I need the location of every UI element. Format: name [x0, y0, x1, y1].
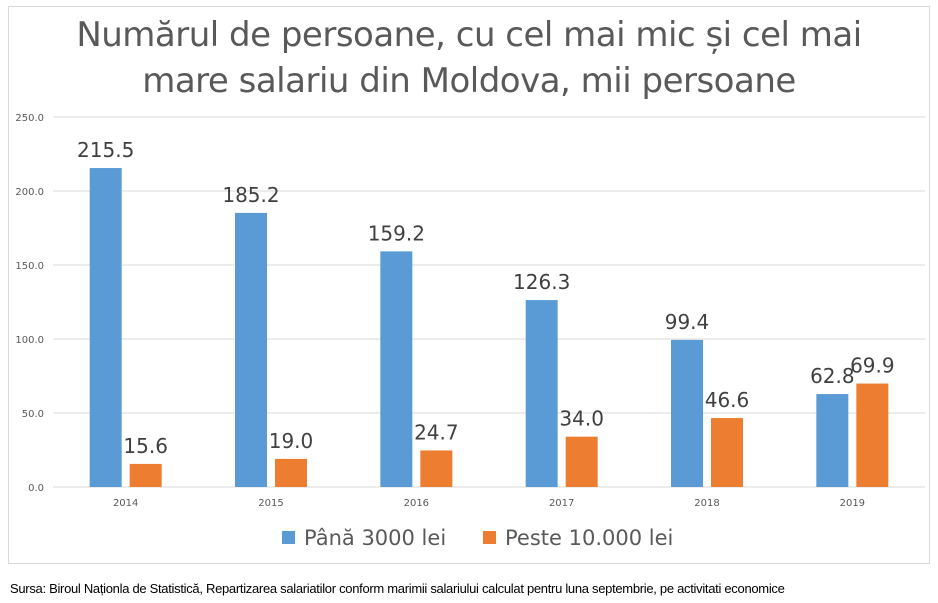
chart-title-line-1: Numărul de persoane, cu cel mai mic și c…	[76, 15, 862, 55]
y-tick-label: 0.0	[28, 483, 44, 494]
data-label: 19.0	[269, 429, 314, 453]
bar-peste-10000	[711, 418, 743, 487]
bar-pana-3000	[89, 168, 122, 487]
x-tick-label: 2015	[258, 498, 283, 509]
data-label: 159.2	[368, 221, 425, 245]
legend-label: Până 3000 lei	[304, 526, 446, 550]
x-tick-label: 2014	[113, 498, 138, 509]
x-tick-label: 2017	[549, 498, 574, 509]
x-tick-label: 2019	[840, 498, 865, 509]
data-label: 46.6	[705, 388, 750, 412]
x-tick-label: 2018	[694, 498, 719, 509]
chart-title: Numărul de persoane, cu cel mai mic și c…	[0, 12, 938, 104]
bar-pana-3000	[235, 212, 267, 488]
y-tick-label: 50.0	[22, 409, 44, 420]
data-label: 24.7	[414, 420, 459, 444]
legend-swatch	[282, 531, 295, 544]
bar-pana-3000	[380, 251, 413, 487]
bar-peste-10000	[129, 463, 162, 487]
legend-label: Peste 10.000 lei	[505, 526, 673, 550]
data-label: 15.6	[123, 434, 168, 458]
data-label: 215.5	[77, 138, 134, 162]
y-tick-label: 150.0	[15, 261, 44, 272]
data-label: 126.3	[513, 270, 570, 294]
data-label: 62.8	[810, 364, 855, 388]
legend-swatch	[483, 531, 496, 544]
data-label: 185.2	[222, 183, 279, 207]
bar-pana-3000	[671, 339, 703, 487]
y-tick-label: 200.0	[15, 187, 44, 198]
bar-pana-3000	[525, 300, 558, 487]
source-note: Sursa: Biroul Naționla de Statistică, Re…	[10, 581, 785, 596]
data-label: 69.9	[850, 354, 895, 378]
data-label: 99.4	[665, 310, 710, 334]
bar-peste-10000	[565, 436, 598, 487]
bar-peste-10000	[420, 450, 453, 487]
bar-peste-10000	[856, 383, 889, 487]
chart-title-line-2: mare salariu din Moldova, mii persoane	[142, 61, 796, 101]
data-label: 34.0	[559, 407, 604, 431]
y-tick-label: 100.0	[15, 335, 44, 346]
bar-peste-10000	[275, 458, 307, 487]
chart-frame	[8, 6, 930, 564]
x-tick-label: 2016	[404, 498, 429, 509]
bar-pana-3000	[816, 394, 849, 487]
y-tick-label: 250.0	[15, 113, 44, 124]
